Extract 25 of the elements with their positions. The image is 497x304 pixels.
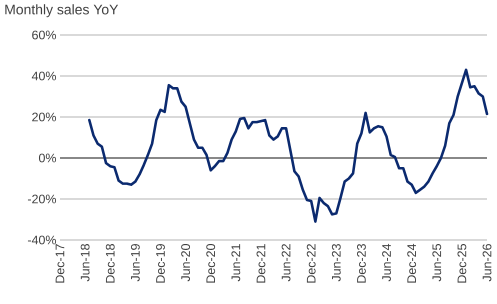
x-tick-label: Jun-25 [432,244,442,282]
x-tick-label: Dec-22 [306,244,316,283]
x-tick-label: Jun-24 [382,244,391,282]
x-tick-label: Jun-23 [332,244,341,282]
x-tick-label: Dec-23 [357,244,366,283]
x-tick-label: Dec-18 [106,244,115,283]
y-tick-label: 40% [32,72,56,80]
x-tick-label: Jun-18 [80,244,90,282]
x-tick-label: Dec-17 [56,244,64,283]
chart-title: Monthly sales YoY [5,4,118,18]
x-tick-label: Jun-20 [181,244,190,282]
y-tick-label: 20% [32,112,56,122]
y-tick-label: -20% [28,194,56,204]
x-tick-label: Dec-25 [457,244,466,283]
x-tick-label: Jun-22 [282,244,290,282]
x-tick-label: Dec-21 [256,244,266,283]
x-tick-label: Dec-20 [206,244,216,283]
x-tick-label: Dec-19 [156,244,165,283]
x-tick-label: Jun-26 [482,244,492,282]
x-tick-label: Jun-19 [130,244,140,282]
x-tick-label: Dec-24 [407,244,416,283]
x-tick-label: Jun-21 [231,244,240,282]
y-tick-label: 60% [32,30,56,40]
y-tick-label: 0% [38,154,56,162]
y-tick-label: -40% [28,236,56,244]
